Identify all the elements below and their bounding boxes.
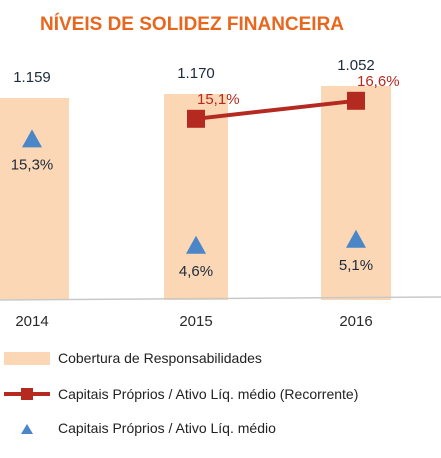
- triangle-marker-2015: [186, 235, 206, 254]
- triangle-series-layer: 15,3% 4,6% 5,1%: [11, 129, 373, 280]
- legend-swatch-triangle: [21, 424, 33, 434]
- triangle-value-label-2016: 5,1%: [339, 257, 373, 274]
- x-tick-label-2015: 2015: [179, 313, 212, 330]
- bar-value-label-2014: 1.159: [13, 69, 51, 86]
- line-marker-2015: [187, 109, 205, 128]
- legend-label-line: Capitais Próprios / Ativo Líq. médio (Re…: [58, 386, 358, 402]
- triangle-value-label-2015: 4,6%: [179, 263, 213, 280]
- line-series-layer: 15,1% 16,6%: [187, 73, 400, 128]
- legend-swatch-line-marker: [21, 388, 33, 400]
- legend-label-triangle: Capitais Próprios / Ativo Líq. médio: [58, 420, 276, 436]
- bar-2016: [321, 86, 391, 300]
- bars-layer: 1.159 1.170 1.052: [0, 57, 391, 300]
- x-axis-line: [0, 296, 441, 301]
- bar-2014: [0, 98, 69, 300]
- triangle-value-label-2014: 15,3%: [11, 156, 54, 173]
- legend-swatch-bars: [4, 352, 50, 365]
- x-tick-labels: 2014 2015 2016: [15, 313, 372, 330]
- x-tick-label-2014: 2014: [15, 313, 48, 330]
- bar-value-label-2015: 1.170: [177, 65, 215, 82]
- line-value-label-2015: 15,1%: [197, 91, 240, 108]
- triangle-marker-2016: [346, 229, 366, 248]
- chart-title: NÍVEIS DE SOLIDEZ FINANCEIRA: [40, 13, 344, 35]
- line-value-label-2016: 16,6%: [357, 73, 400, 90]
- legend-label-bars: Cobertura de Responsabilidades: [58, 350, 262, 366]
- x-tick-label-2016: 2016: [339, 313, 372, 330]
- line-series-path: [195, 98, 357, 121]
- legend: Cobertura de Responsabilidades Capitais …: [4, 350, 358, 436]
- triangle-marker-2014: [22, 129, 42, 148]
- line-marker-2016: [347, 91, 365, 110]
- bar-2015: [164, 94, 228, 300]
- bar-value-label-2016: 1.052: [337, 57, 375, 74]
